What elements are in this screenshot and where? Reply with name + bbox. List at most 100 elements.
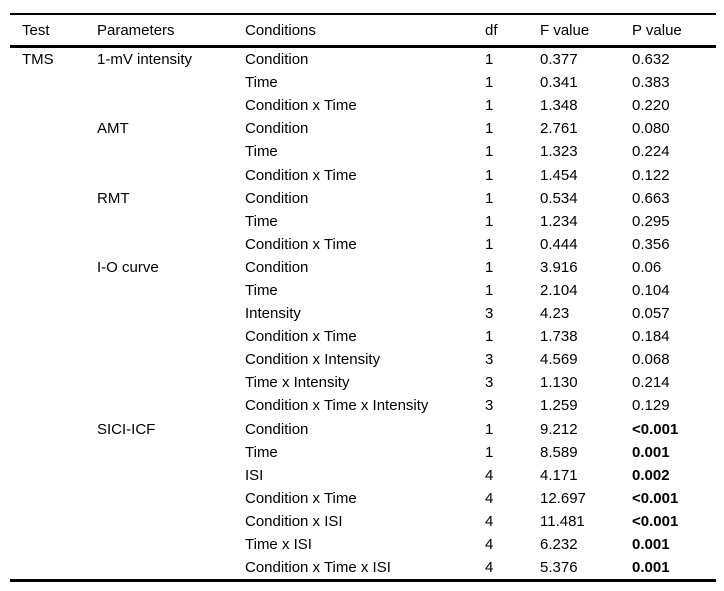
cell-parameters [97, 302, 245, 325]
table-row: SICI-ICF Condition 1 9.212 <0.001 [10, 418, 716, 441]
cell-conditions: Condition x Intensity [245, 351, 381, 369]
cell-conditions: Condition [245, 189, 309, 207]
cell-test [10, 325, 97, 348]
table-row: Time 1 1.234 0.295 [10, 210, 716, 233]
cell-df: 1 [485, 235, 494, 253]
table-row: Condition x Time 1 1.454 0.122 [10, 163, 716, 186]
cell-conditions: Condition x ISI [245, 512, 343, 530]
cell-parameters [97, 71, 245, 94]
table-row: AMT Condition 1 2.761 0.080 [10, 117, 716, 140]
table-row: Condition x Time 1 0.444 0.356 [10, 233, 716, 256]
cell-df: 4 [485, 489, 494, 507]
cell-test [10, 187, 97, 210]
cell-test [10, 163, 97, 186]
cell-p: 0.220 [632, 97, 670, 115]
cell-df: 1 [485, 166, 494, 184]
cell-parameters [97, 325, 245, 348]
cell-p: 0.122 [632, 166, 670, 184]
cell-test [10, 556, 97, 581]
cell-f: 0.534 [540, 189, 578, 207]
cell-f: 1.323 [540, 143, 578, 161]
cell-test [10, 256, 97, 279]
cell-df: 1 [485, 97, 494, 115]
cell-parameters [97, 279, 245, 302]
cell-test [10, 348, 97, 371]
cell-test [10, 279, 97, 302]
cell-parameters [97, 233, 245, 256]
cell-df: 3 [485, 305, 494, 323]
cell-p: 0.001 [632, 536, 670, 554]
cell-f: 3.916 [540, 258, 578, 276]
cell-f: 0.341 [540, 74, 578, 92]
cell-conditions: Condition x Time [245, 97, 357, 115]
cell-conditions: Time x ISI [245, 536, 312, 554]
cell-conditions: Time [245, 281, 278, 299]
cell-f: 4.171 [540, 466, 578, 484]
cell-f: 12.697 [540, 489, 586, 507]
cell-p: 0.057 [632, 305, 670, 323]
cell-conditions: Condition x Time [245, 235, 357, 253]
table-row: Time 1 8.589 0.001 [10, 441, 716, 464]
cell-f: 8.589 [540, 443, 578, 461]
cell-p: 0.129 [632, 397, 670, 415]
cell-conditions: Condition x Time x Intensity [245, 397, 429, 415]
cell-test [10, 71, 97, 94]
cell-test [10, 210, 97, 233]
cell-p: 0.001 [632, 559, 670, 577]
cell-conditions: ISI [245, 466, 264, 484]
cell-f: 1.130 [540, 374, 578, 392]
cell-df: 1 [485, 143, 494, 161]
cell-f: 0.377 [540, 51, 578, 69]
cell-f: 2.761 [540, 120, 578, 138]
cell-f: 0.444 [540, 235, 578, 253]
table-row: TMS 1-mV intensity Condition 1 0.377 0.632 [10, 47, 716, 72]
cell-test [10, 510, 97, 533]
cell-test [10, 140, 97, 163]
cell-f: 5.376 [540, 559, 578, 577]
cell-conditions: Intensity [245, 305, 301, 323]
cell-p: 0.663 [632, 189, 670, 207]
cell-conditions: Condition [245, 51, 309, 69]
cell-test [10, 302, 97, 325]
cell-parameters [97, 163, 245, 186]
cell-test [10, 487, 97, 510]
table-row: Condition x Time 4 12.697 <0.001 [10, 487, 716, 510]
cell-df: 1 [485, 328, 494, 346]
cell-f: 6.232 [540, 536, 578, 554]
cell-df: 3 [485, 397, 494, 415]
table-row: Condition x Time 1 1.348 0.220 [10, 94, 716, 117]
table-row: Condition x Time x ISI 4 5.376 0.001 [10, 556, 716, 581]
cell-conditions: Condition x Time [245, 489, 357, 507]
cell-parameters [97, 441, 245, 464]
cell-parameters [97, 210, 245, 233]
table-row: Condition x Time x Intensity 3 1.259 0.129 [10, 394, 716, 417]
cell-p: 0.080 [632, 120, 670, 138]
cell-conditions: Time [245, 443, 278, 461]
cell-conditions: Condition x Time [245, 166, 357, 184]
cell-parameters [97, 510, 245, 533]
cell-parameters [97, 140, 245, 163]
column-header-parameters: Parameters [97, 21, 175, 39]
cell-parameters [97, 487, 245, 510]
table-row: Condition x Time 1 1.738 0.184 [10, 325, 716, 348]
cell-df: 1 [485, 281, 494, 299]
cell-parameters: AMT [97, 120, 129, 138]
cell-df: 1 [485, 74, 494, 92]
cell-conditions: Time [245, 143, 278, 161]
table-row: Intensity 3 4.23 0.057 [10, 302, 716, 325]
cell-p: <0.001 [632, 512, 679, 530]
cell-p: 0.001 [632, 443, 670, 461]
cell-p: 0.104 [632, 281, 670, 299]
cell-parameters [97, 464, 245, 487]
table-row: Time x Intensity 3 1.130 0.214 [10, 371, 716, 394]
cell-f: 1.259 [540, 397, 578, 415]
cell-parameters: 1-mV intensity [97, 51, 193, 69]
cell-parameters: SICI-ICF [97, 420, 156, 438]
cell-conditions: Time x Intensity [245, 374, 350, 392]
cell-test [10, 371, 97, 394]
cell-df: 1 [485, 120, 494, 138]
cell-df: 1 [485, 51, 494, 69]
column-header-df: df [485, 21, 498, 39]
table-row: Time x ISI 4 6.232 0.001 [10, 533, 716, 556]
